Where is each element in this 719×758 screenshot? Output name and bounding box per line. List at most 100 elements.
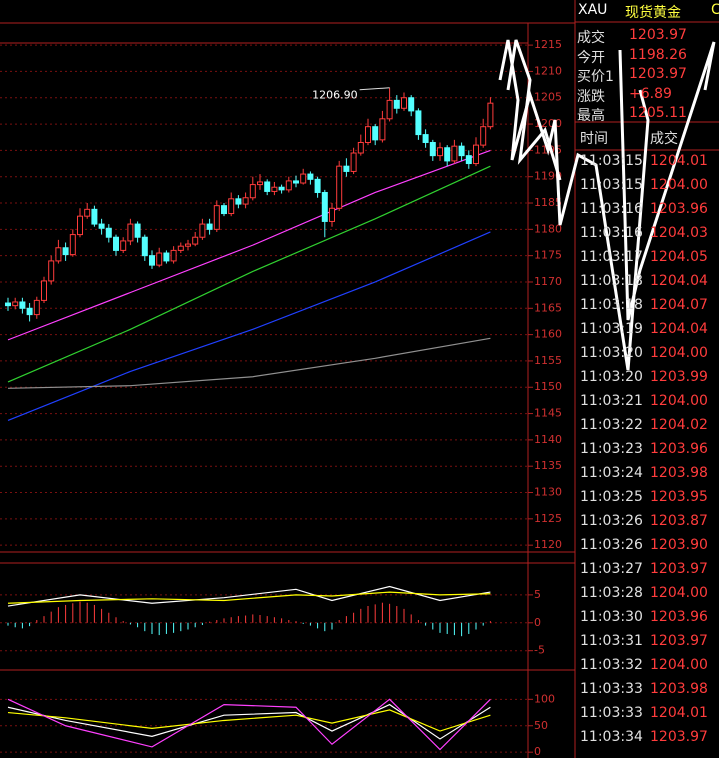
field-label: 最高 bbox=[577, 108, 605, 124]
tick-time: 11:03:26 bbox=[580, 537, 643, 553]
tick-time: 11:03:34 bbox=[580, 729, 643, 745]
tick-time: 11:03:15 bbox=[580, 177, 643, 193]
tick-time: 11:03:20 bbox=[580, 345, 643, 361]
candle-body bbox=[465, 155, 472, 165]
field-value: 1198.26 bbox=[629, 46, 687, 63]
candle-body bbox=[357, 141, 364, 154]
field-label: 买价1 bbox=[577, 69, 614, 85]
tick-time: 11:03:25 bbox=[580, 489, 643, 505]
candle-body bbox=[271, 186, 278, 192]
indicator-line bbox=[7, 585, 491, 607]
candle-body bbox=[379, 118, 386, 141]
y-tick-label: 100 bbox=[534, 692, 555, 705]
candle-body bbox=[444, 147, 451, 162]
candle-body bbox=[458, 145, 465, 157]
candle-body bbox=[307, 173, 314, 180]
candle-body bbox=[429, 141, 436, 157]
tick-price: 1203.97 bbox=[650, 729, 708, 745]
candle-body bbox=[33, 299, 40, 316]
candle-body bbox=[242, 197, 249, 205]
tick-time: 11:03:18 bbox=[580, 297, 643, 313]
tick-time: 11:03:33 bbox=[580, 705, 643, 721]
tick-price: 1204.07 bbox=[650, 297, 708, 313]
candle-body bbox=[127, 223, 134, 242]
tick-price: 1203.97 bbox=[650, 633, 708, 649]
candle-body bbox=[278, 186, 285, 191]
candle-body bbox=[473, 144, 479, 165]
candle-body bbox=[177, 245, 184, 251]
candle-body bbox=[98, 223, 105, 229]
candle-body bbox=[408, 97, 415, 112]
candle-body bbox=[336, 165, 343, 209]
field-label: 成交 bbox=[577, 30, 605, 46]
tick-price: 1204.00 bbox=[650, 657, 708, 673]
tick-price: 1204.03 bbox=[650, 225, 708, 241]
tick-price: 1204.00 bbox=[650, 585, 708, 601]
candle-body bbox=[26, 307, 33, 316]
tick-time: 11:03:32 bbox=[580, 657, 643, 673]
candle-body bbox=[314, 178, 321, 193]
candle-body bbox=[12, 301, 19, 307]
candle-body bbox=[141, 236, 148, 257]
y-tick-label: 0 bbox=[534, 745, 541, 758]
indicator-line bbox=[7, 165, 491, 383]
candle-body bbox=[69, 234, 76, 256]
candle-body bbox=[149, 255, 155, 266]
candle-body bbox=[91, 208, 98, 225]
y-tick-label: 1150 bbox=[534, 380, 562, 393]
y-tick-label: 0 bbox=[534, 616, 541, 629]
tick-time: 11:03:22 bbox=[580, 417, 643, 433]
tick-price: 1203.98 bbox=[650, 465, 708, 481]
tick-time: 11:03:21 bbox=[580, 393, 643, 409]
tick-time: 11:03:26 bbox=[580, 513, 643, 529]
annotation-arrow bbox=[498, 39, 650, 371]
candle-body bbox=[55, 247, 62, 262]
tick-price: 1204.00 bbox=[650, 177, 708, 193]
tick-time: 11:03:16 bbox=[580, 225, 643, 241]
field-label: 涨跌 bbox=[577, 88, 605, 105]
indicator-line bbox=[7, 703, 491, 740]
candle-body bbox=[213, 205, 220, 230]
y-tick-label: 1210 bbox=[534, 64, 562, 77]
field-value: +6.89 bbox=[629, 85, 672, 102]
y-tick-label: 1165 bbox=[534, 301, 562, 314]
field-value: 1203.97 bbox=[629, 27, 687, 43]
candle-body bbox=[228, 198, 235, 215]
y-tick-label: 1205 bbox=[534, 91, 562, 104]
scribbles bbox=[498, 39, 716, 371]
tick-price: 1203.95 bbox=[650, 489, 708, 505]
tick-price: 1203.99 bbox=[650, 369, 708, 385]
indicator-line bbox=[7, 709, 491, 732]
candle-body bbox=[365, 126, 371, 143]
y-tick-label: 1190 bbox=[534, 170, 562, 183]
y-tick-label: 1175 bbox=[534, 249, 562, 262]
candle-body bbox=[48, 260, 55, 282]
tick-price: 1203.96 bbox=[650, 201, 708, 217]
plot: 1120 1125 1130 1135 1140 1145 1150 1155 1160 1165… bbox=[0, 38, 562, 758]
tick-price: 1204.00 bbox=[650, 345, 708, 361]
indicator-line bbox=[7, 698, 491, 751]
y-tick-label: 1180 bbox=[534, 222, 562, 235]
tick-price: 1203.96 bbox=[650, 609, 708, 625]
candle-body bbox=[285, 180, 292, 191]
y-tick-label: 1145 bbox=[534, 407, 562, 420]
y-tick-label: -5 bbox=[534, 644, 545, 657]
tick-price: 1204.01 bbox=[650, 705, 708, 721]
instrument-name: 现货黄金 bbox=[625, 5, 681, 21]
field-label: 今开 bbox=[577, 49, 605, 66]
tick-time: 11:03:33 bbox=[580, 681, 643, 697]
candle-body bbox=[350, 152, 357, 172]
y-tick-label: 1125 bbox=[534, 512, 562, 525]
candle-body bbox=[163, 252, 170, 262]
annotation-arrow bbox=[506, 39, 562, 181]
tick-price: 1203.90 bbox=[650, 537, 708, 553]
instrument-extra: C bbox=[711, 2, 719, 18]
tick-time: 11:03:31 bbox=[580, 633, 643, 649]
tick-price: 1204.01 bbox=[650, 153, 708, 169]
tick-price: 1204.04 bbox=[650, 321, 708, 337]
candle-body bbox=[5, 302, 11, 307]
candle-body bbox=[185, 243, 191, 247]
tick-price: 1203.87 bbox=[650, 513, 708, 529]
y-tick-label: 1135 bbox=[534, 459, 562, 472]
